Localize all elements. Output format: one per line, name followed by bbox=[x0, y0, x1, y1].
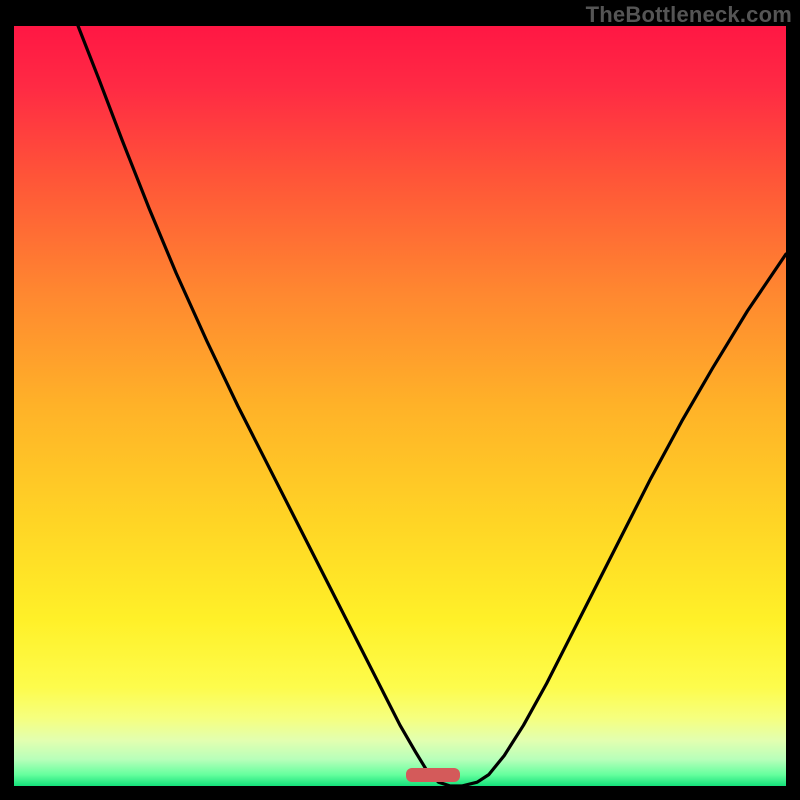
attribution-label: TheBottleneck.com bbox=[586, 2, 792, 28]
bottleneck-curve bbox=[14, 26, 786, 786]
bottleneck-marker bbox=[406, 768, 460, 782]
chart-frame: TheBottleneck.com bbox=[0, 0, 800, 800]
plot-area bbox=[14, 26, 786, 786]
